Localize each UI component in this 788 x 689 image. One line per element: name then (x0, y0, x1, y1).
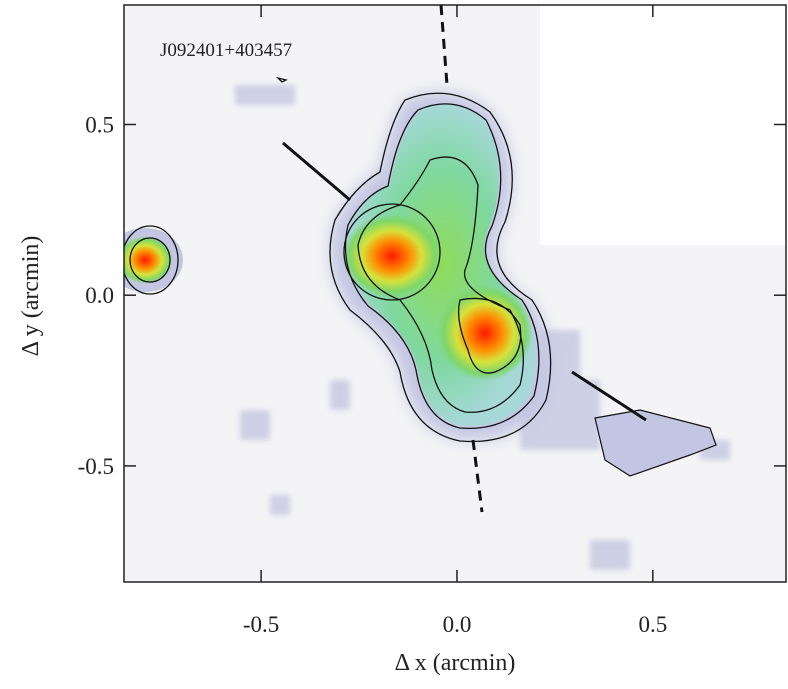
x-tick-label: 0.5 (638, 612, 667, 637)
blank-patch (540, 5, 786, 245)
x-tick-label: 0.0 (443, 612, 472, 637)
y-axis-label: Δ y (arcmin) (18, 236, 44, 357)
x-tick-label: -0.5 (243, 612, 279, 637)
y-tick-label: 0.5 (85, 112, 114, 137)
x-axis-label: Δ x (arcmin) (395, 650, 516, 676)
chart: -0.5 0.0 0.5 -0.5 0.0 0.5 J092401+403457 Δ x … (0, 0, 788, 684)
y-tick-label: -0.5 (78, 454, 114, 479)
y-tick-label: 0.0 (85, 283, 114, 308)
image-layer (107, 5, 786, 582)
page: {"chart_data": {"type": "image", "annota… (0, 0, 788, 684)
annotation: J092401+403457 (160, 40, 292, 61)
